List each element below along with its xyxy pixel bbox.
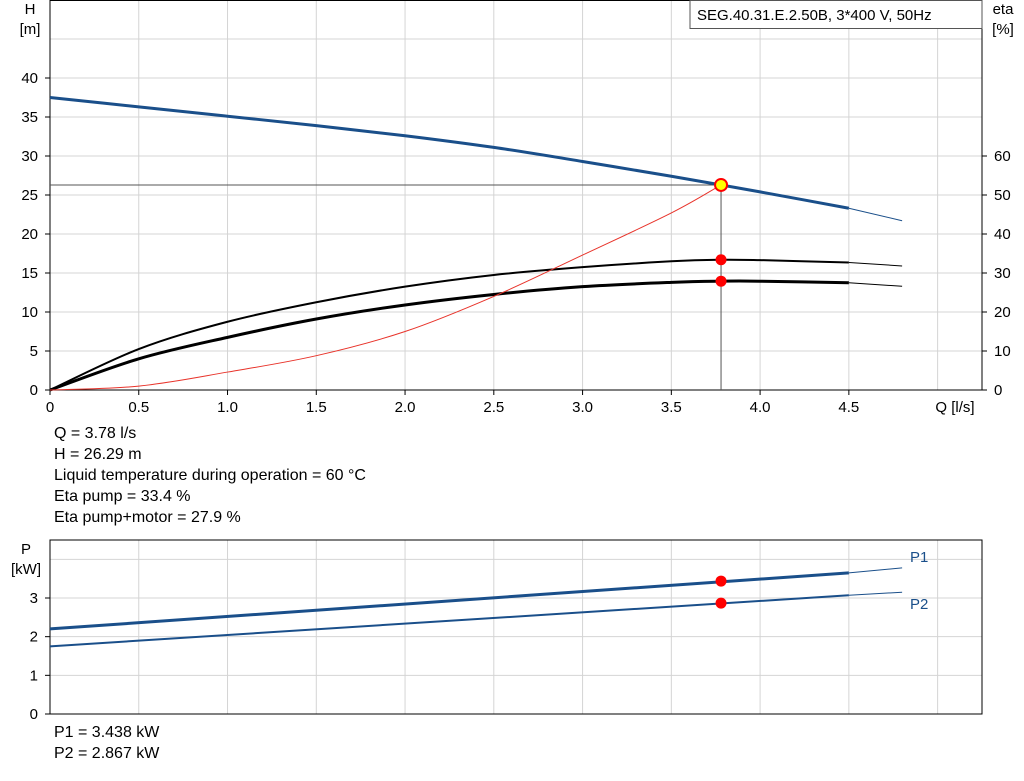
curve-eta-pump: [49, 258, 849, 391]
curve-head: [49, 96, 850, 210]
info-eta-pump-motor: Eta pump+motor = 27.9 %: [54, 509, 241, 526]
curve-eta-pump-motor: [49, 279, 849, 392]
x-tick-label: 4.5: [838, 399, 859, 416]
power-y-tick-label: 0: [30, 706, 38, 723]
marker-duty-point: [714, 177, 729, 192]
y-left-axis-unit: [m]: [20, 21, 41, 38]
y-right-tick-label: 20: [994, 304, 1011, 321]
y-right-tick-label: 0: [994, 382, 1002, 399]
curve-extension-eta-pump-motor: [848, 282, 903, 287]
marker-p2: [715, 597, 727, 609]
x-tick-label: 3.0: [572, 399, 593, 416]
power-y-axis-unit: [kW]: [11, 561, 41, 578]
y-left-axis-label: H: [25, 1, 36, 18]
x-tick-label: 0: [46, 399, 54, 416]
chart-title: SEG.40.31.E.2.50B, 3*400 V, 50Hz: [697, 7, 932, 24]
y-right-tick-label: 40: [994, 226, 1011, 243]
y-right-tick-label: 10: [994, 343, 1011, 360]
curve-extension-eta-pump: [848, 261, 903, 267]
power-curve-extension-p2: [848, 591, 903, 596]
y-left-tick-label: 35: [21, 109, 38, 126]
marker-eta-pump: [715, 254, 727, 266]
x-tick-label: 0.5: [128, 399, 149, 416]
duty-info-top: Q = 3.78 l/s H = 26.29 m Liquid temperat…: [54, 423, 366, 528]
power-series-label-p1: P1: [910, 549, 928, 566]
title-box: [689, 0, 983, 29]
info-eta-pump: Eta pump = 33.4 %: [54, 488, 191, 505]
x-tick-label: 2.5: [483, 399, 504, 416]
x-tick-label: 1.0: [217, 399, 238, 416]
y-right-tick-label: 30: [994, 265, 1011, 282]
x-tick-label: 4.0: [750, 399, 771, 416]
y-left-tick-label: 20: [21, 226, 38, 243]
power-series-label-p2: P2: [910, 596, 928, 613]
y-right-tick-label: 50: [994, 187, 1011, 204]
y-left-tick-label: 30: [21, 148, 38, 165]
marker-eta-pump-motor: [715, 275, 727, 287]
y-left-tick-label: 0: [30, 382, 38, 399]
y-right-axis-label: eta: [993, 1, 1015, 18]
curve-system: [49, 184, 722, 391]
y-right-tick-label: 60: [994, 148, 1011, 165]
marker-p1: [715, 575, 727, 587]
power-y-tick-label: 3: [30, 590, 38, 607]
power-plot-frame: [49, 539, 983, 715]
x-tick-label: 1.5: [306, 399, 327, 416]
y-left-tick-label: 10: [21, 304, 38, 321]
duty-info-bottom: P1 = 3.438 kW P2 = 2.867 kW: [54, 722, 159, 764]
x-tick-label: 2.0: [395, 399, 416, 416]
power-y-tick-label: 2: [30, 629, 38, 646]
info-head: H = 26.29 m: [54, 446, 142, 463]
power-y-tick-label: 1: [30, 667, 38, 684]
info-p1: P1 = 3.438 kW: [54, 724, 160, 741]
y-right-axis-unit: [%]: [992, 21, 1014, 38]
y-left-tick-label: 25: [21, 187, 38, 204]
info-temperature: Liquid temperature during operation = 60…: [54, 467, 366, 484]
info-flow: Q = 3.78 l/s: [54, 425, 137, 442]
power-curve-extension-p1: [848, 567, 903, 574]
y-left-tick-label: 5: [30, 343, 38, 360]
x-axis-label: Q [l/s]: [935, 399, 974, 416]
power-y-axis-label: P: [21, 541, 31, 558]
y-left-tick-label: 40: [21, 70, 38, 87]
curve-extension-head: [848, 207, 903, 222]
x-tick-label: 3.5: [661, 399, 682, 416]
y-left-tick-label: 15: [21, 265, 38, 282]
info-p2: P2 = 2.867 kW: [54, 745, 160, 762]
